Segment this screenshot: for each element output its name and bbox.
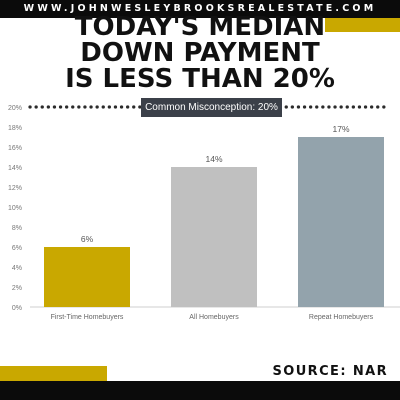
y-tick-label: 18% xyxy=(8,125,22,132)
y-tick-label: 2% xyxy=(12,285,22,292)
y-tick-label: 8% xyxy=(12,225,22,232)
y-tick-label: 0% xyxy=(12,305,22,312)
bar-1 xyxy=(44,247,130,307)
headline-line-3: IS LESS THAN 20% xyxy=(65,64,335,94)
y-tick-label: 16% xyxy=(8,145,22,152)
y-tick-label: 20% xyxy=(8,105,22,112)
y-tick-label: 4% xyxy=(12,265,22,272)
bottom-banner xyxy=(0,381,400,400)
bar-value-label: 17% xyxy=(332,124,349,134)
misconception-badge: Common Misconception: 20% xyxy=(141,98,282,117)
accent-stripe-top xyxy=(325,18,400,32)
x-category-label: All Homebuyers xyxy=(189,314,239,321)
source-label: SOURCE: NAR xyxy=(272,364,388,379)
y-tick-label: 6% xyxy=(12,245,22,252)
x-category-label: First-Time Homebuyers xyxy=(51,314,124,321)
accent-stripe-bottom xyxy=(0,366,107,381)
y-tick-label: 12% xyxy=(8,185,22,192)
y-tick-label: 14% xyxy=(8,165,22,172)
y-tick-label: 10% xyxy=(8,205,22,212)
bar-2 xyxy=(171,167,257,307)
bar-value-label: 14% xyxy=(205,154,222,164)
x-category-label: Repeat Homebuyers xyxy=(309,314,374,321)
site-url: WWW.JOHNWESLEYBROOKSREALESTATE.COM xyxy=(23,3,377,14)
top-banner xyxy=(0,0,400,18)
headline: TODAY'S MEDIAN DOWN PAYMENT IS LESS THAN… xyxy=(0,14,400,92)
headline-line-2: DOWN PAYMENT xyxy=(80,38,320,68)
bar-value-label: 6% xyxy=(81,234,94,244)
headline-line-1: TODAY'S MEDIAN xyxy=(74,12,326,42)
bar-3 xyxy=(298,137,384,307)
